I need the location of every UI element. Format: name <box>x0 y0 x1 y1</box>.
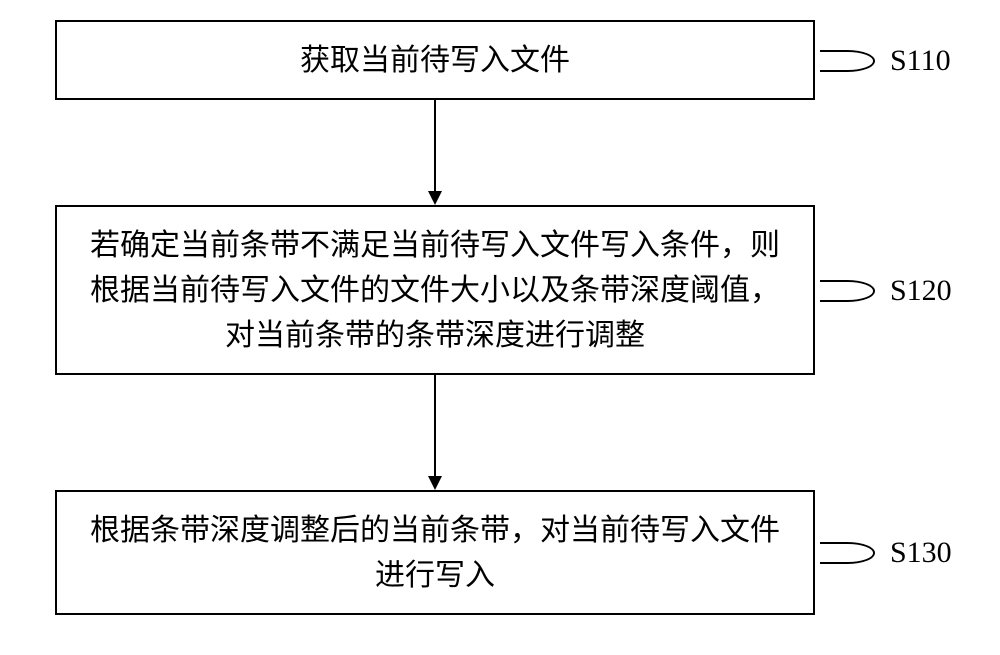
flowchart-canvas: 获取当前待写入文件 S110 若确定当前条带不满足当前待写入文件写入条件，则根据当前… <box>0 0 1000 655</box>
label-connector-n2 <box>820 280 875 302</box>
flowchart-edge-n2-n3 <box>425 375 445 490</box>
flowchart-node-n1: 获取当前待写入文件 <box>55 20 815 100</box>
step-label-n3: S130 <box>890 536 952 570</box>
flowchart-edge-n1-n2 <box>425 100 445 205</box>
step-label-n2: S120 <box>890 274 952 308</box>
step-label-n1: S110 <box>890 44 951 78</box>
flowchart-node-n3: 根据条带深度调整后的当前条带，对当前待写入文件进行写入 <box>55 490 815 615</box>
node-text: 根据条带深度调整后的当前条带，对当前待写入文件进行写入 <box>77 508 793 598</box>
node-text: 若确定当前条带不满足当前待写入文件写入条件，则根据当前待写入文件的文件大小以及条… <box>77 223 793 358</box>
flowchart-node-n2: 若确定当前条带不满足当前待写入文件写入条件，则根据当前待写入文件的文件大小以及条… <box>55 205 815 375</box>
node-text: 获取当前待写入文件 <box>300 38 570 83</box>
label-connector-n1 <box>820 50 875 72</box>
label-connector-n3 <box>820 542 875 564</box>
